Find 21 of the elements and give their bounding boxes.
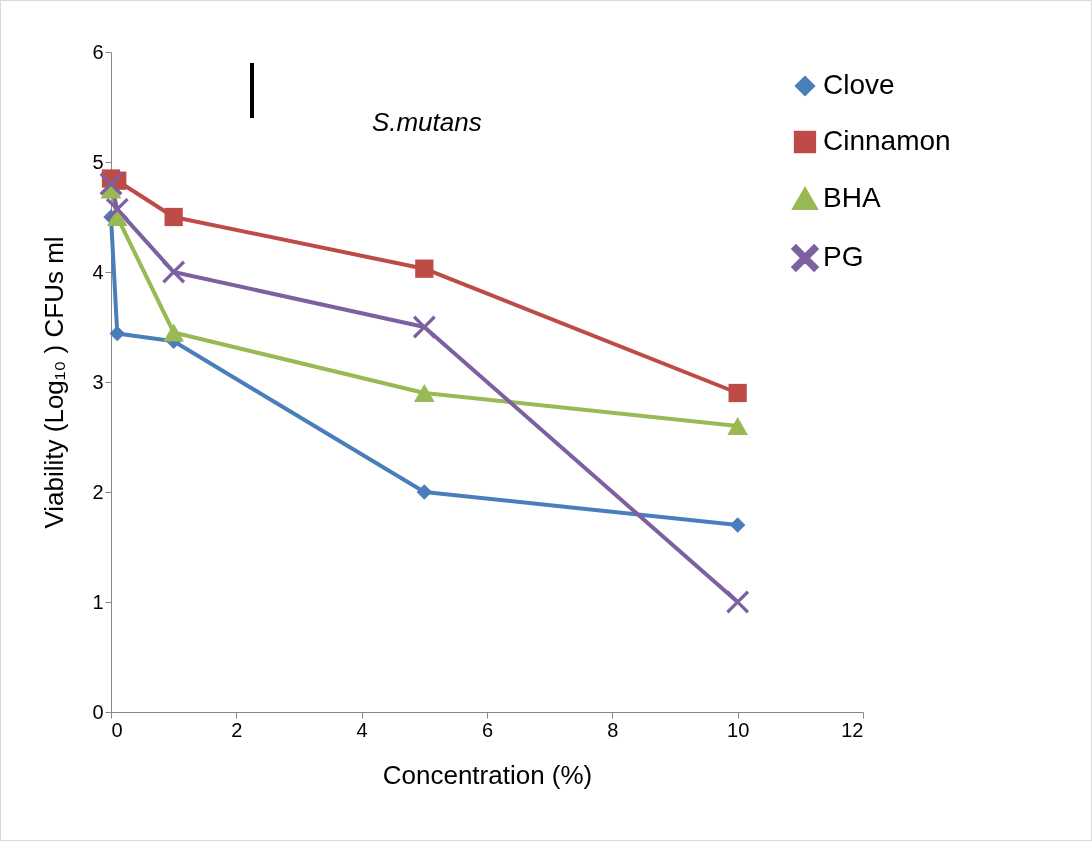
legend-label: PG [823, 241, 864, 272]
x-tick-label: 2 [231, 718, 243, 741]
legend-label: Clove [823, 69, 895, 100]
x-axis-title: Concentration (%) [382, 759, 593, 790]
x-tick-label: 10 [727, 718, 750, 741]
y-tick-label: 4 [92, 260, 104, 283]
y-tick-label: 5 [92, 150, 104, 173]
legend-label: Cinnamon [823, 125, 951, 156]
x-tick-label: 0 [111, 718, 123, 741]
y-tick-label: 3 [92, 370, 104, 393]
y-tick-label: 0 [92, 700, 104, 723]
text: S.mutans [371, 107, 482, 137]
x-tick-label: 6 [481, 718, 494, 741]
y-tick-label: 1 [92, 590, 104, 613]
y-tick-label: 6 [92, 40, 104, 63]
x-tick-label: 12 [841, 718, 864, 741]
y-axis-title: Viability (Log₁₀ ) CFUs ml [39, 236, 70, 529]
y-tick-label: 2 [92, 480, 104, 503]
x-tick-label: 8 [607, 718, 619, 741]
x-tick-label: 4 [356, 718, 368, 741]
legend-label: BHA [823, 182, 881, 213]
